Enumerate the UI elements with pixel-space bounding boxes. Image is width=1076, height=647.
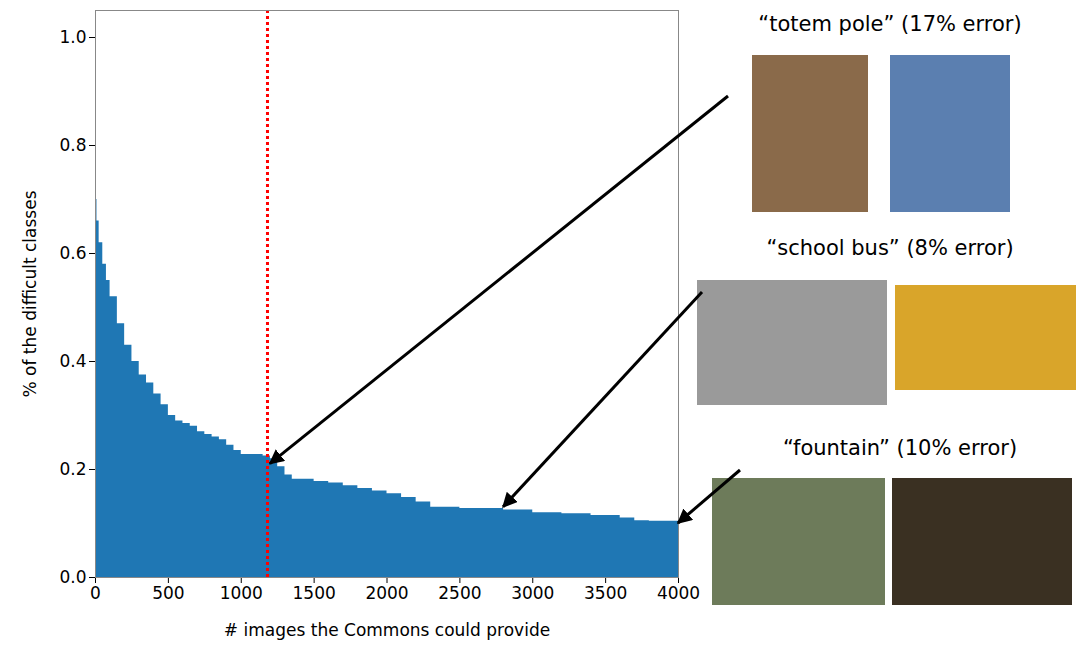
svg-text:2000: 2000 bbox=[365, 583, 408, 603]
svg-text:0: 0 bbox=[90, 583, 101, 603]
html-text:“school bus” (8% error): “school bus” (8% error) bbox=[766, 236, 1014, 260]
svg-text:4000: 4000 bbox=[657, 583, 700, 603]
svg-text:# images the Commons could pro: # images the Commons could provide bbox=[224, 620, 550, 640]
svg-text:0.6: 0.6 bbox=[59, 243, 86, 263]
svg-text:0.0: 0.0 bbox=[59, 567, 86, 587]
svg-text:3500: 3500 bbox=[584, 583, 627, 603]
html-text:“fountain” (10% error): “fountain” (10% error) bbox=[782, 436, 1018, 460]
svg-text:1.0: 1.0 bbox=[59, 27, 86, 47]
svg-text:3000: 3000 bbox=[511, 583, 554, 603]
svg-text:0.8: 0.8 bbox=[59, 135, 86, 155]
svg-text:% of the difficult classes: % of the difficult classes bbox=[20, 190, 40, 397]
svg-text:500: 500 bbox=[152, 583, 184, 603]
svg-text:1000: 1000 bbox=[220, 583, 263, 603]
svg-text:0.2: 0.2 bbox=[59, 459, 86, 479]
svg-text:1500: 1500 bbox=[292, 583, 335, 603]
svg-text:2500: 2500 bbox=[438, 583, 481, 603]
svg-text:0.4: 0.4 bbox=[59, 351, 86, 371]
html-text:“totem pole” (17% error): “totem pole” (17% error) bbox=[758, 12, 1022, 36]
